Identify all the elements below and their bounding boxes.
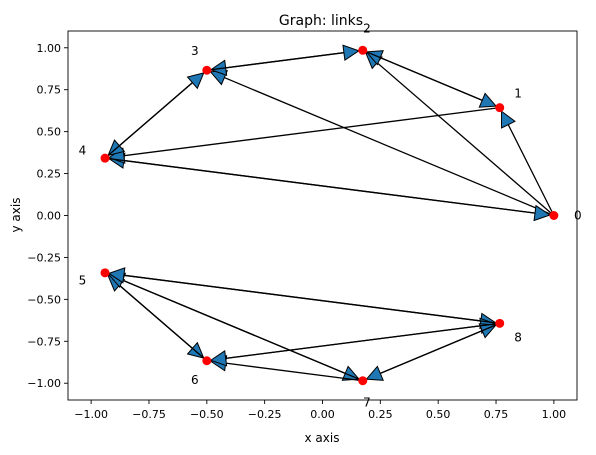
y-axis-ticks: −1.00 −0.75 −0.50 −0.25 0.00 0.25 0.50 0.75 1.00 bbox=[27, 42, 68, 390]
node-point-0 bbox=[549, 211, 559, 220]
edge-arrowhead-8-5 bbox=[107, 267, 126, 284]
node-point-7 bbox=[358, 376, 368, 386]
node-label-6: 6 bbox=[191, 373, 199, 387]
y-tick-label: 0.00 bbox=[37, 210, 62, 223]
x-tick-label: 0.00 bbox=[310, 408, 335, 421]
y-tick-label: −0.75 bbox=[27, 335, 61, 348]
edge-line-6-5 bbox=[118, 284, 208, 362]
y-tick-label: −0.25 bbox=[27, 251, 61, 264]
node-label-4: 4 bbox=[79, 144, 87, 158]
edge-arrowhead-0-1 bbox=[501, 110, 516, 129]
node-point-6 bbox=[202, 356, 212, 366]
node-label-5: 5 bbox=[79, 273, 87, 287]
plot-area bbox=[68, 31, 577, 400]
x-tick-label: 0.50 bbox=[426, 408, 451, 421]
edge-line-7-5 bbox=[122, 279, 364, 382]
edge-arrowhead-4-0 bbox=[533, 204, 552, 222]
x-tick-label: 0.75 bbox=[484, 408, 509, 421]
x-axis-label: x axis bbox=[305, 431, 340, 445]
node-point-8 bbox=[495, 318, 505, 328]
x-axis-ticks: −1.00 −0.75 −0.50 −0.25 0.00 0.25 0.50 0.75 1.00 bbox=[74, 400, 566, 421]
y-axis-label: y axis bbox=[9, 198, 23, 233]
edge-line-4-0 bbox=[104, 157, 536, 214]
edge-arrowhead-8-7 bbox=[365, 365, 384, 381]
edge-line-7-6 bbox=[225, 362, 363, 382]
node-label-7: 7 bbox=[363, 395, 371, 409]
edge-line-8-6 bbox=[225, 322, 500, 359]
edge-arrowhead-4-3 bbox=[186, 72, 205, 90]
edge-line-3-2 bbox=[206, 52, 344, 71]
y-tick-label: 0.50 bbox=[37, 126, 62, 139]
edge-line-2-1 bbox=[362, 49, 483, 101]
edges-layer bbox=[104, 44, 555, 382]
y-tick-label: −0.50 bbox=[27, 293, 61, 306]
edge-line-0-3 bbox=[224, 76, 555, 217]
x-tick-label: −0.75 bbox=[132, 408, 166, 421]
x-tick-label: −1.00 bbox=[74, 408, 108, 421]
edge-arrowhead-2-1 bbox=[478, 92, 498, 108]
node-label-8: 8 bbox=[514, 330, 522, 344]
node-label-2: 2 bbox=[363, 22, 371, 36]
edge-line-8-7 bbox=[380, 322, 500, 374]
y-tick-label: 0.75 bbox=[37, 84, 62, 97]
edge-line-0-2 bbox=[376, 62, 555, 216]
edge-arrowhead-8-6 bbox=[209, 350, 228, 367]
node-point-5 bbox=[100, 268, 110, 278]
node-point-2 bbox=[358, 45, 368, 55]
edge-line-1-4 bbox=[123, 107, 500, 157]
edge-arrowhead-3-2 bbox=[342, 44, 360, 62]
node-point-1 bbox=[495, 103, 505, 113]
y-tick-label: −1.00 bbox=[27, 377, 61, 390]
node-point-4 bbox=[100, 153, 110, 163]
node-point-3 bbox=[202, 65, 212, 75]
nodes-layer bbox=[100, 45, 559, 386]
edge-line-4-3 bbox=[104, 82, 193, 159]
node-label-3: 3 bbox=[191, 44, 199, 58]
x-tick-label: −0.50 bbox=[190, 408, 224, 421]
edge-line-8-5 bbox=[123, 274, 500, 324]
node-label-1: 1 bbox=[514, 87, 522, 101]
edge-line-0-1 bbox=[507, 124, 555, 216]
x-tick-label: 1.00 bbox=[542, 408, 567, 421]
x-tick-label: 0.25 bbox=[368, 408, 393, 421]
x-tick-label: −0.25 bbox=[248, 408, 282, 421]
node-label-0: 0 bbox=[574, 209, 582, 223]
y-tick-label: 0.25 bbox=[37, 168, 62, 181]
y-tick-label: 1.00 bbox=[37, 42, 62, 55]
node-labels-layer: 0 1 2 3 4 5 6 7 8 bbox=[79, 22, 582, 410]
chart-title: Graph: links bbox=[279, 13, 363, 29]
